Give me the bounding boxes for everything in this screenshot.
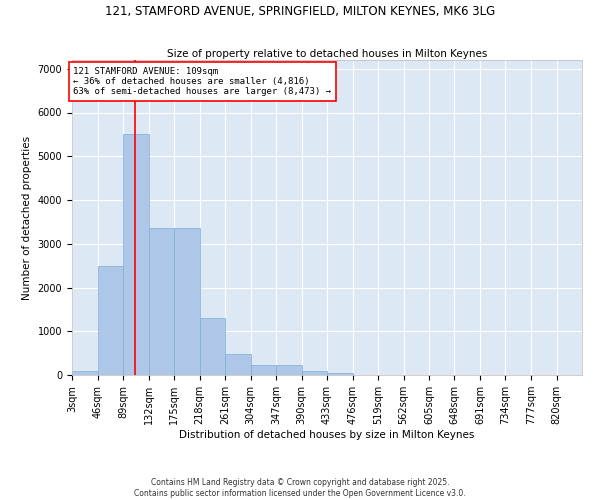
Bar <box>72 370 97 375</box>
Title: Size of property relative to detached houses in Milton Keynes: Size of property relative to detached ho… <box>167 49 487 59</box>
Bar <box>302 370 327 375</box>
Bar <box>199 318 225 375</box>
Text: 121, STAMFORD AVENUE, SPRINGFIELD, MILTON KEYNES, MK6 3LG: 121, STAMFORD AVENUE, SPRINGFIELD, MILTO… <box>105 5 495 18</box>
Bar <box>97 266 123 375</box>
Bar <box>327 372 353 375</box>
Bar <box>174 228 199 375</box>
Text: Contains HM Land Registry data © Crown copyright and database right 2025.
Contai: Contains HM Land Registry data © Crown c… <box>134 478 466 498</box>
Bar <box>276 366 302 375</box>
Bar <box>251 366 276 375</box>
X-axis label: Distribution of detached houses by size in Milton Keynes: Distribution of detached houses by size … <box>179 430 475 440</box>
Text: 121 STAMFORD AVENUE: 109sqm
← 36% of detached houses are smaller (4,816)
63% of : 121 STAMFORD AVENUE: 109sqm ← 36% of det… <box>73 66 331 96</box>
Bar <box>123 134 149 375</box>
Y-axis label: Number of detached properties: Number of detached properties <box>22 136 32 300</box>
Bar <box>149 228 174 375</box>
Bar <box>225 354 251 375</box>
